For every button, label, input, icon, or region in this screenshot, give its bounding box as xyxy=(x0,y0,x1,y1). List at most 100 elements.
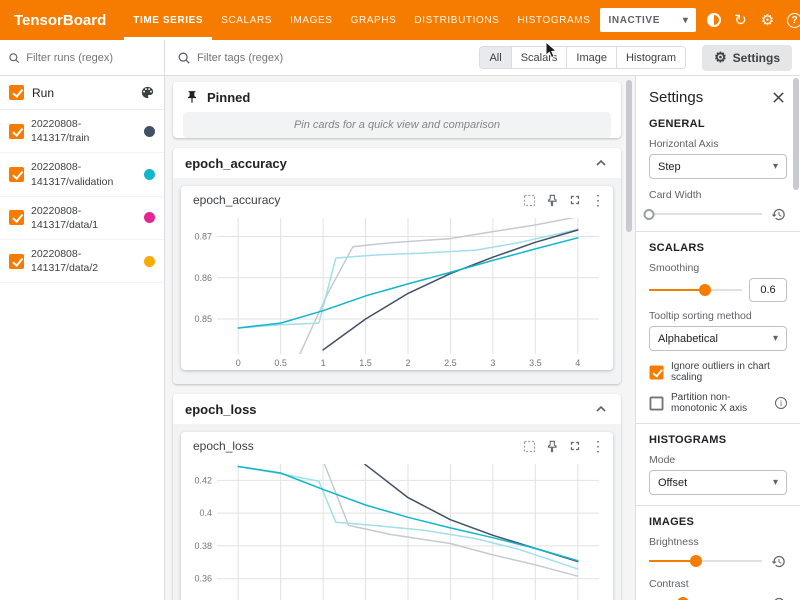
run-row-train[interactable]: 20220808-141317/train xyxy=(0,110,164,153)
global-settings-button[interactable]: ⚙ xyxy=(759,11,777,29)
help-button[interactable]: ? xyxy=(786,11,800,29)
runs-filter-input[interactable] xyxy=(26,52,156,64)
close-settings-button[interactable] xyxy=(769,88,787,106)
run-checkbox[interactable] xyxy=(9,167,24,182)
runs-sidebar: Run 20220808-141317/train 20220808-14131… xyxy=(0,40,165,600)
chevron-up-icon xyxy=(593,155,609,171)
refresh-button[interactable]: ↻ xyxy=(732,11,750,29)
smoothing-slider[interactable] xyxy=(649,283,742,297)
epoch-accuracy-chart[interactable]: 00.511.522.533.540.850.860.87 xyxy=(183,212,611,370)
open-settings-button[interactable]: ⚙ Settings xyxy=(702,45,792,71)
header-controls: INACTIVE ▾ ↻ ⚙ ? xyxy=(600,0,800,40)
settings-scrollbar-thumb[interactable] xyxy=(793,78,799,190)
partition-x-axis-row[interactable]: Partition non-monotonic X axis i xyxy=(649,392,787,414)
tags-filter-input[interactable] xyxy=(197,52,473,64)
tooltip-sorting-select[interactable]: Alphabetical ▾ xyxy=(649,326,787,351)
epoch-loss-chart[interactable]: 00.511.522.533.540.420.40.380.36 xyxy=(183,458,611,600)
brightness-slider[interactable] xyxy=(649,554,762,568)
reload-status-value: INACTIVE xyxy=(609,15,660,26)
section-header[interactable]: epoch_accuracy xyxy=(173,148,621,178)
run-name: 20220808-141317/data/2 xyxy=(31,247,137,275)
svg-text:3: 3 xyxy=(490,358,495,368)
svg-text:0.36: 0.36 xyxy=(194,574,212,584)
collapse-section-button[interactable] xyxy=(593,155,609,171)
filter-chip-all[interactable]: All xyxy=(480,47,510,68)
right-region: All Scalars Image Histogram ⚙ Settings xyxy=(165,40,800,600)
reset-contrast-button[interactable] xyxy=(769,594,787,600)
tab-graphs[interactable]: GRAPHS xyxy=(342,0,406,40)
dark-mode-toggle-button[interactable] xyxy=(705,11,723,29)
contrast-row xyxy=(649,594,787,600)
run-color-dot xyxy=(144,126,155,137)
fullscreen-button[interactable] xyxy=(564,189,586,211)
pin-icon xyxy=(545,193,559,207)
histogram-mode-value: Offset xyxy=(658,477,687,489)
pinned-block: Pinned Pin cards for a quick view and co… xyxy=(173,82,621,138)
filter-chip-image[interactable]: Image xyxy=(566,47,616,68)
select-all-runs-checkbox[interactable] xyxy=(9,85,24,100)
card-width-slider[interactable] xyxy=(649,207,762,221)
run-checkbox[interactable] xyxy=(9,124,24,139)
card-header: epoch_accuracy ⋮ xyxy=(181,186,613,210)
tag-type-filter-group: All Scalars Image Histogram xyxy=(479,46,686,69)
run-color-dot xyxy=(144,212,155,223)
svg-text:2.5: 2.5 xyxy=(444,358,457,368)
info-icon[interactable]: i xyxy=(775,397,787,409)
fit-domain-button[interactable] xyxy=(518,435,540,457)
run-checkbox[interactable] xyxy=(9,210,24,225)
slider-thumb[interactable] xyxy=(690,555,702,567)
settings-panel-title: Settings xyxy=(649,89,703,106)
reset-brightness-button[interactable] xyxy=(769,552,787,570)
reset-card-width-button[interactable] xyxy=(769,205,787,223)
section-body: epoch_loss ⋮ 00.511.522.533.540.420.40.3… xyxy=(173,424,621,600)
pin-card-button[interactable] xyxy=(541,189,563,211)
run-row-data-1[interactable]: 20220808-141317/data/1 xyxy=(0,197,164,240)
more-options-button[interactable]: ⋮ xyxy=(587,435,609,457)
card-toolbar: ⋮ xyxy=(518,435,609,457)
tab-distributions[interactable]: DISTRIBUTIONS xyxy=(405,0,508,40)
gear-icon: ⚙ xyxy=(714,49,727,66)
tab-images[interactable]: IMAGES xyxy=(281,0,342,40)
svg-text:0.86: 0.86 xyxy=(194,273,212,283)
fullscreen-icon xyxy=(568,439,582,453)
fit-domain-button[interactable] xyxy=(518,189,540,211)
filter-chip-scalars[interactable]: Scalars xyxy=(511,47,567,68)
slider-thumb[interactable] xyxy=(699,284,711,296)
histogram-mode-select[interactable]: Offset ▾ xyxy=(649,470,787,495)
run-name: 20220808-141317/validation xyxy=(31,160,137,188)
pin-card-button[interactable] xyxy=(541,435,563,457)
reload-status-select[interactable]: INACTIVE ▾ xyxy=(600,8,696,32)
contrast-icon xyxy=(707,13,721,27)
pinned-header: Pinned xyxy=(173,82,621,112)
contrast-slider[interactable] xyxy=(649,596,762,600)
card-title: epoch_loss xyxy=(193,439,254,453)
fullscreen-button[interactable] xyxy=(564,435,586,457)
tooltip-sorting-label: Tooltip sorting method xyxy=(649,310,787,322)
horizontal-axis-select[interactable]: Step ▾ xyxy=(649,154,787,179)
tab-histograms[interactable]: HISTOGRAMS xyxy=(508,0,599,40)
settings-panel: Settings GENERAL Horizontal Axis Step ▾ … xyxy=(635,76,800,600)
ignore-outliers-row[interactable]: Ignore outliers in chart scaling xyxy=(649,361,787,383)
run-checkbox[interactable] xyxy=(9,254,24,269)
filter-chip-histogram[interactable]: Histogram xyxy=(616,47,685,68)
card-title: epoch_accuracy xyxy=(193,193,280,207)
main-scrollbar-thumb[interactable] xyxy=(626,80,632,232)
chevron-down-icon: ▾ xyxy=(683,15,689,26)
tab-scalars[interactable]: SCALARS xyxy=(212,0,281,40)
smoothing-value-input[interactable] xyxy=(749,278,787,302)
section-header[interactable]: epoch_loss xyxy=(173,394,621,424)
close-icon xyxy=(772,91,785,104)
slider-thumb[interactable] xyxy=(644,209,655,220)
run-row-validation[interactable]: 20220808-141317/validation xyxy=(0,153,164,196)
palette-icon[interactable] xyxy=(140,85,155,100)
partition-x-axis-checkbox[interactable] xyxy=(650,396,664,410)
search-icon xyxy=(177,51,191,65)
fit-domain-icon xyxy=(522,193,537,208)
settings-panel-header: Settings xyxy=(649,88,787,106)
collapse-section-button[interactable] xyxy=(593,401,609,417)
tab-time-series[interactable]: TIME SERIES xyxy=(124,0,212,40)
horizontal-axis-value: Step xyxy=(658,161,681,173)
run-row-data-2[interactable]: 20220808-141317/data/2 xyxy=(0,240,164,283)
more-options-button[interactable]: ⋮ xyxy=(587,189,609,211)
ignore-outliers-checkbox[interactable] xyxy=(650,365,664,379)
